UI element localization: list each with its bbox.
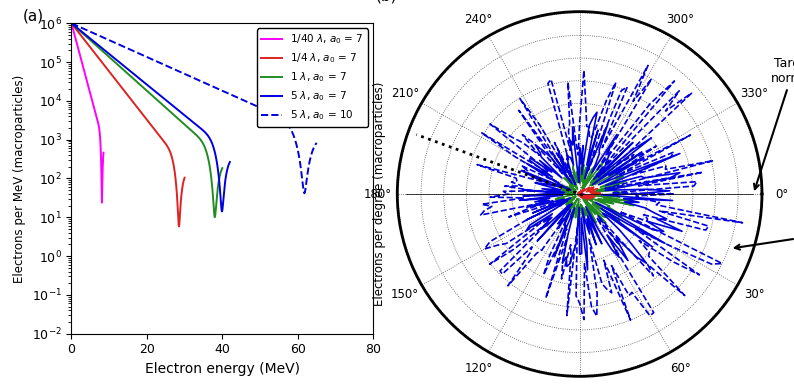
- X-axis label: Electron energy (MeV): Electron energy (MeV): [145, 362, 300, 376]
- 1/4 $\lambda$, $a_0$ = 7: [134, 107, 144, 112]
- 5 $\lambda$, $a_0$ = 7: [67, 21, 76, 26]
- 1/4 $\lambda$, $a_0$ = 7: [177, 187, 187, 191]
- 5 $\lambda$, $a_0$ = 10: [184, 74, 194, 78]
- 1/40 $\lambda$, $a_0$ = 7: [93, 119, 102, 123]
- 1/40 $\lambda$, $a_0$ = 7: [86, 92, 95, 97]
- 5 $\lambda$, $a_0$ = 10: [299, 191, 309, 196]
- 1/40 $\lambda$, $a_0$ = 7: [67, 21, 76, 26]
- Legend: 1/40 $\lambda$, $a_0$ = 7, 1/4 $\lambda$, $a_0$ = 7, 1 $\lambda$, $a_0$ = 7, 5 $: 1/40 $\lambda$, $a_0$ = 7, 1/4 $\lambda$…: [256, 28, 368, 126]
- 1/4 $\lambda$, $a_0$ = 7: [160, 139, 169, 144]
- 1/40 $\lambda$, $a_0$ = 7: [98, 162, 107, 167]
- Text: (a): (a): [23, 8, 44, 23]
- 1/4 $\lambda$, $a_0$ = 7: [67, 21, 76, 26]
- 1 $\lambda$, $a_0$ = 7: [214, 177, 224, 182]
- 5 $\lambda$, $a_0$ = 7: [222, 171, 231, 176]
- 1/40 $\lambda$, $a_0$ = 7: [84, 85, 94, 90]
- 5 $\lambda$, $a_0$ = 10: [312, 140, 322, 145]
- Line: 5 $\lambda$, $a_0$ = 10: 5 $\lambda$, $a_0$ = 10: [71, 23, 317, 193]
- 1 $\lambda$, $a_0$ = 7: [191, 132, 200, 136]
- Text: Laser
axis: Laser axis: [734, 222, 794, 249]
- 5 $\lambda$, $a_0$ = 10: [183, 73, 193, 78]
- 5 $\lambda$, $a_0$ = 7: [197, 126, 206, 131]
- Text: Electrons per degree (macroparticles): Electrons per degree (macroparticles): [373, 82, 386, 306]
- 1/4 $\lambda$, $a_0$ = 7: [128, 99, 137, 104]
- Line: 1/4 $\lambda$, $a_0$ = 7: 1/4 $\lambda$, $a_0$ = 7: [71, 23, 184, 226]
- 1 $\lambda$, $a_0$ = 7: [67, 21, 76, 26]
- 5 $\lambda$, $a_0$ = 10: [67, 21, 76, 26]
- 1 $\lambda$, $a_0$ = 7: [156, 101, 166, 106]
- 1/4 $\lambda$, $a_0$ = 7: [121, 90, 131, 95]
- 5 $\lambda$, $a_0$ = 7: [143, 83, 152, 88]
- 5 $\lambda$, $a_0$ = 7: [161, 97, 171, 102]
- Y-axis label: Electrons per MeV (macroparticles): Electrons per MeV (macroparticles): [13, 74, 26, 282]
- 5 $\lambda$, $a_0$ = 7: [142, 82, 152, 87]
- Line: 1/40 $\lambda$, $a_0$ = 7: 1/40 $\lambda$, $a_0$ = 7: [71, 23, 103, 203]
- 1/40 $\lambda$, $a_0$ = 7: [98, 150, 108, 155]
- 1 $\lambda$, $a_0$ = 7: [218, 166, 227, 170]
- 1/40 $\lambda$, $a_0$ = 7: [97, 200, 106, 205]
- 1 $\lambda$, $a_0$ = 7: [138, 85, 148, 90]
- Text: (b): (b): [376, 0, 397, 4]
- 1 $\lambda$, $a_0$ = 7: [139, 86, 148, 90]
- 1/4 $\lambda$, $a_0$ = 7: [174, 224, 183, 229]
- 5 $\lambda$, $a_0$ = 10: [306, 152, 316, 157]
- 1 $\lambda$, $a_0$ = 7: [148, 94, 158, 99]
- 5 $\lambda$, $a_0$ = 7: [218, 209, 227, 214]
- 5 $\lambda$, $a_0$ = 10: [213, 86, 222, 91]
- 5 $\lambda$, $a_0$ = 7: [152, 90, 162, 95]
- 5 $\lambda$, $a_0$ = 10: [199, 80, 209, 85]
- Line: 1 $\lambda$, $a_0$ = 7: 1 $\lambda$, $a_0$ = 7: [71, 23, 222, 217]
- 1 $\lambda$, $a_0$ = 7: [210, 215, 219, 220]
- 1/4 $\lambda$, $a_0$ = 7: [179, 175, 190, 180]
- 1/4 $\lambda$, $a_0$ = 7: [121, 90, 130, 94]
- 1/40 $\lambda$, $a_0$ = 7: [82, 78, 91, 83]
- 1/40 $\lambda$, $a_0$ = 7: [82, 78, 91, 82]
- Line: 5 $\lambda$, $a_0$ = 7: 5 $\lambda$, $a_0$ = 7: [71, 23, 230, 211]
- Text: Target
normal: Target normal: [754, 57, 794, 189]
- 5 $\lambda$, $a_0$ = 10: [268, 111, 277, 116]
- 5 $\lambda$, $a_0$ = 7: [225, 160, 235, 165]
